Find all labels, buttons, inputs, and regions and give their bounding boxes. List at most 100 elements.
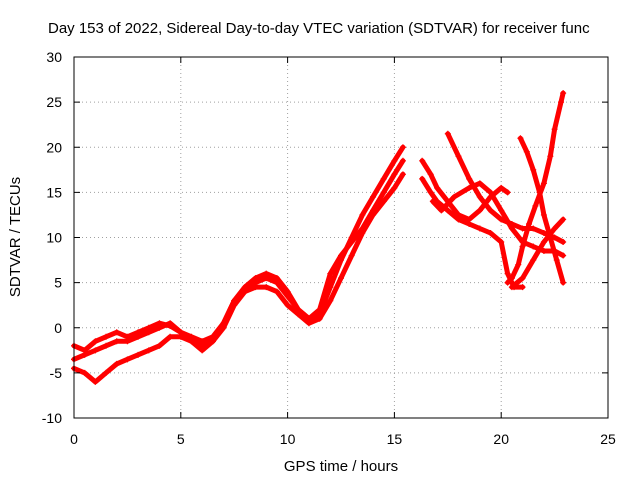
data-point [167,333,174,340]
data-point [519,225,526,232]
data-point [508,284,515,291]
data-point [532,202,539,209]
data-point [263,284,270,291]
data-point [504,189,511,196]
data-point [145,347,152,354]
data-point [338,252,344,259]
data-point [399,157,406,164]
data-point [540,180,547,187]
y-tick-label: -5 [50,365,63,381]
data-point [487,229,494,236]
data-point [188,338,195,345]
data-point [547,153,554,160]
data-point [419,157,426,164]
data-point [540,229,547,236]
data-point [517,135,524,142]
data-point [438,207,445,214]
data-point [540,248,547,255]
data-point [498,216,505,223]
data-point [530,257,537,264]
data-point [525,220,532,227]
data-point [508,225,515,232]
x-tick-label: 0 [70,431,78,447]
data-point [466,220,473,227]
data-point [434,184,441,191]
data-point [558,99,565,106]
data-point [263,275,270,282]
x-tick-label: 10 [280,431,296,447]
data-point [427,171,434,178]
y-tick-label: 30 [46,49,62,65]
data-point [419,175,426,182]
data-point [391,171,398,178]
data-point [519,243,526,250]
data-point [273,279,280,286]
series-trace [517,135,566,286]
data-point [295,311,302,318]
data-point [551,225,558,232]
axis-ticks: 0 5 10 15 20 25 -10 -5 0 5 10 15 20 25 30 [42,49,616,447]
data-point [476,180,483,187]
data-point [316,315,323,322]
data-point [487,189,494,196]
data-point [380,189,387,196]
data-point [348,252,355,259]
data-point [113,338,120,345]
data-point [444,130,451,137]
data-point [498,184,505,191]
data-point [81,351,88,358]
data-point [476,207,483,214]
data-point [327,270,334,277]
data-point [92,378,99,385]
data-point [103,333,110,340]
y-tick-label: 5 [54,275,62,291]
data-point [476,225,483,232]
data-point [92,338,99,345]
y-tick-label: 15 [46,184,62,200]
data-point [359,229,366,236]
data-point [399,171,406,178]
x-tick-label: 20 [493,431,509,447]
data-point [553,257,560,264]
data-point [220,320,227,327]
data-point [530,225,537,232]
data-point [391,157,398,164]
data-point [560,239,567,246]
data-point [498,207,505,214]
data-point [177,333,184,340]
y-axis-label: SDTVAR / TECUs [7,177,24,297]
data-point [231,297,238,304]
data-point [380,175,387,182]
data-point [455,153,462,160]
data-point [167,320,174,327]
data-point [498,239,505,246]
data-point [370,193,377,200]
data-point [466,175,473,182]
x-axis-label: GPS time / hours [284,458,398,475]
data-point [327,297,334,304]
series-track-8 [504,90,567,286]
data-point [451,193,458,200]
data-point [508,275,515,282]
data-point [519,275,526,282]
data-point [145,329,152,336]
data-point [209,338,216,345]
data-point [273,288,280,295]
series-trace [71,171,406,385]
data-point [429,198,436,205]
y-tick-label: 20 [46,139,62,155]
series-trace [419,176,526,290]
data-point [530,166,537,173]
data-point [348,239,355,246]
data-point [124,356,131,363]
data-point [487,207,494,214]
data-point [540,239,547,246]
data-point [504,270,511,277]
y-tick-label: 10 [46,230,62,246]
data-point [338,275,344,282]
data-point [399,144,406,151]
data-point [504,279,511,286]
data-point [427,189,434,196]
data-point [103,342,110,349]
